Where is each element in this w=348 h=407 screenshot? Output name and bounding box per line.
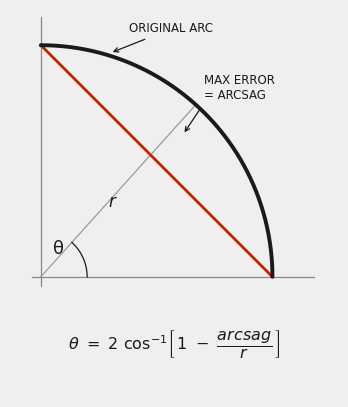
Text: $\theta\ =\ 2\ \cos^{-1}\!\left[\,1\ -\ \dfrac{\mathit{arcsag}}{r}\,\right]$: $\theta\ =\ 2\ \cos^{-1}\!\left[\,1\ -\ …: [68, 328, 280, 359]
Text: MAX ERROR
= ARCSAG: MAX ERROR = ARCSAG: [204, 74, 275, 102]
Text: ORIGINAL ARC: ORIGINAL ARC: [114, 22, 213, 52]
Text: r: r: [108, 193, 115, 211]
Text: θ: θ: [53, 240, 64, 258]
